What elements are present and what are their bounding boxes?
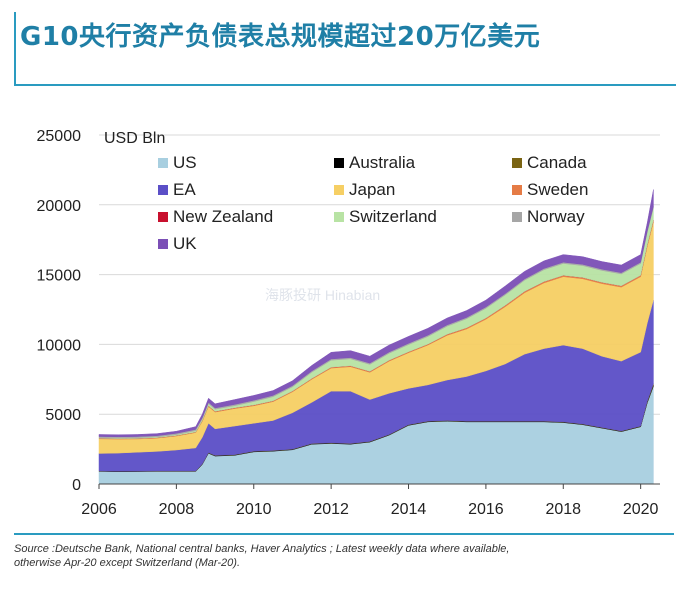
y-tick-0: 0	[72, 477, 81, 494]
legend-swatch-ea	[158, 185, 168, 195]
legend-swatch-australia	[334, 158, 344, 168]
legend-swatch-norway	[512, 212, 522, 222]
title-frame	[14, 12, 676, 86]
legend-swatch-japan	[334, 185, 344, 195]
legend-label-ea: EA	[173, 180, 196, 199]
y-tick-10000: 10000	[37, 337, 82, 354]
x-tick-2016: 2016	[468, 501, 504, 518]
legend-label-us: US	[173, 153, 197, 172]
y-tick-25000: 25000	[37, 128, 82, 145]
y-tick-5000: 5000	[45, 407, 81, 424]
legend-swatch-canada	[512, 158, 522, 168]
area-uk	[98, 189, 654, 438]
page-title: G10央行资产负债表总规模超过20万亿美元	[20, 22, 541, 52]
x-tick-2008: 2008	[159, 501, 195, 518]
legend-swatch-uk	[158, 239, 168, 249]
legend-label-new-zealand: New Zealand	[173, 207, 273, 226]
x-tick-2012: 2012	[313, 501, 349, 518]
source-note: Source :Deutsche Bank, National central …	[14, 542, 674, 570]
y-tick-15000: 15000	[37, 268, 82, 285]
legend-label-japan: Japan	[349, 180, 395, 199]
legend-label-norway: Norway	[527, 207, 585, 226]
legend-label-sweden: Sweden	[527, 180, 588, 199]
legend-label-canada: Canada	[527, 153, 587, 172]
legend-label-switzerland: Switzerland	[349, 207, 437, 226]
legend-label-australia: Australia	[349, 153, 416, 172]
watermark: 海豚投研 Hinabian	[265, 287, 380, 303]
x-tick-2018: 2018	[545, 501, 581, 518]
source-line-2: otherwise Apr-20 except Switzerland (Mar…	[14, 557, 241, 569]
x-tick-2006: 2006	[81, 501, 117, 518]
legend-label-uk: UK	[173, 234, 197, 253]
chart-legend: US Australia Canada EA Japan Sweden New Zealan…	[158, 153, 588, 253]
x-tick-2010: 2010	[236, 501, 272, 518]
legend-swatch-new-zealand	[158, 212, 168, 222]
x-tick-2020: 2020	[623, 501, 659, 518]
x-tick-2014: 2014	[391, 501, 427, 518]
legend-swatch-us	[158, 158, 168, 168]
chart-axes: 0 5000 10000 15000 20000 25000 2006 2008 2010 201…	[37, 128, 660, 518]
y-axis-label: USD Bln	[104, 130, 165, 147]
y-tick-20000: 20000	[37, 198, 82, 215]
source-line-1: Source :Deutsche Bank, National central …	[14, 543, 510, 555]
legend-swatch-sweden	[512, 185, 522, 195]
legend-swatch-switzerland	[334, 212, 344, 222]
source-divider	[14, 533, 674, 535]
